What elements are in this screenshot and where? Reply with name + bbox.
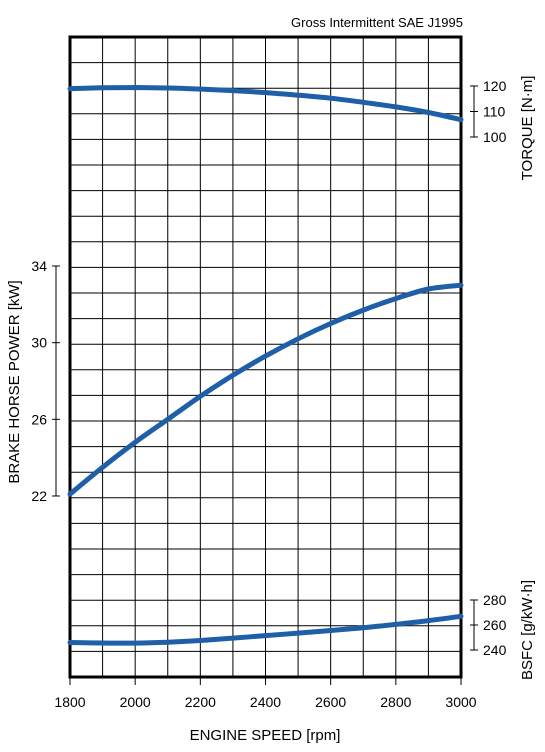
- power-tick-label: 26: [31, 411, 47, 427]
- power-tick-label: 34: [31, 258, 47, 274]
- power-axis-label: BRAKE HORSE POWER [kW]: [6, 280, 23, 483]
- bsfc-tick-label: 260: [483, 617, 507, 633]
- torque-axis: 120 110 100: [470, 78, 507, 145]
- x-tick-label: 3000: [445, 694, 476, 710]
- torque-tick-label: 110: [483, 104, 506, 120]
- bsfc-curve: [67, 613, 464, 646]
- grid: [70, 37, 461, 677]
- x-axis-label: ENGINE SPEED [rpm]: [190, 727, 341, 744]
- torque-tick-label: 120: [483, 78, 507, 94]
- x-tick-label: 2000: [120, 694, 151, 710]
- torque-axis-label: TORQUE [N·m]: [519, 76, 536, 181]
- x-axis: 1800 2000 2200 2400 2600 2800 3000: [54, 677, 477, 710]
- power-curve: [67, 282, 464, 497]
- x-tick-label: 2200: [185, 694, 216, 710]
- power-tick-label: 30: [31, 335, 47, 351]
- bsfc-tick-label: 240: [483, 642, 507, 658]
- bsfc-axis-label: BSFC [g/kW·h]: [519, 580, 536, 680]
- power-axis: 34 30 26 22: [31, 258, 60, 504]
- torque-tick-label: 100: [483, 129, 507, 145]
- x-tick-label: 2800: [380, 694, 411, 710]
- curves: [67, 84, 464, 646]
- x-tick-label: 1800: [54, 694, 85, 710]
- bsfc-axis: 280 260 240: [470, 592, 507, 658]
- x-tick-label: 2600: [315, 694, 346, 710]
- chart-title: Gross Intermittent SAE J1995: [291, 15, 463, 30]
- bsfc-tick-label: 280: [483, 592, 507, 608]
- torque-curve: [67, 84, 464, 123]
- power-tick-label: 22: [31, 488, 47, 504]
- x-tick-label: 2400: [250, 694, 281, 710]
